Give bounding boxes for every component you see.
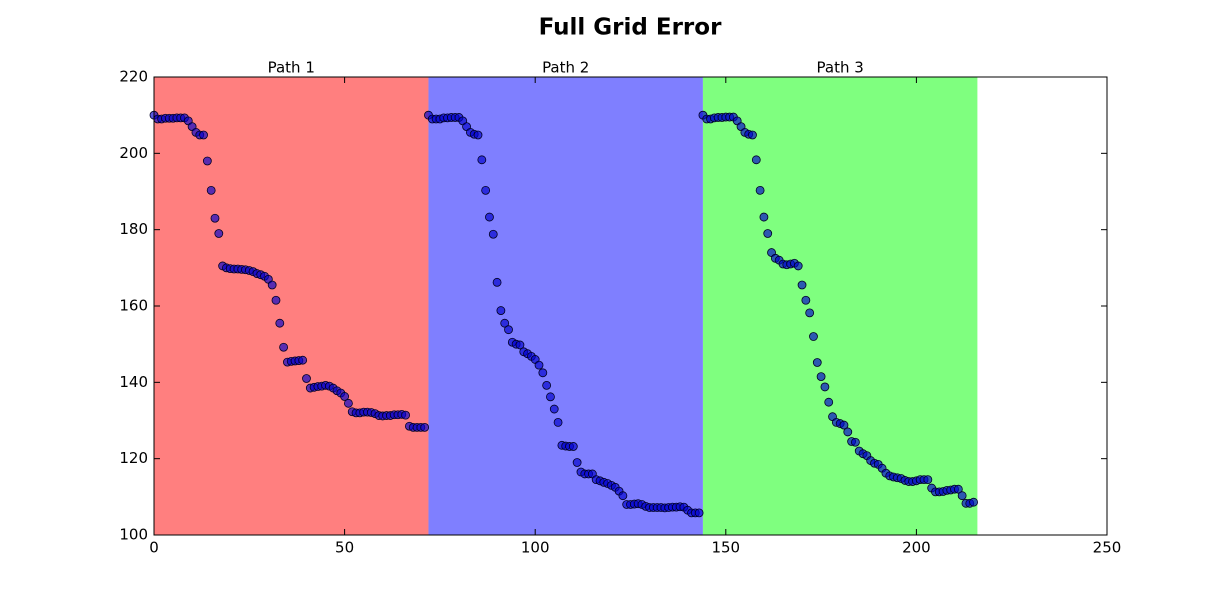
region-label: Path 3: [817, 59, 864, 77]
point: [923, 475, 933, 485]
point: [748, 130, 757, 140]
point: [805, 308, 815, 318]
region: [154, 77, 429, 535]
point: [206, 185, 216, 195]
point: [751, 155, 761, 165]
point: [199, 130, 208, 140]
y-tick-label: 200: [119, 144, 148, 162]
point: [210, 213, 220, 223]
point: [275, 318, 285, 328]
point: [568, 442, 578, 451]
point: [839, 420, 849, 430]
point: [271, 295, 281, 305]
point: [812, 358, 822, 367]
point: [824, 397, 834, 407]
point: [969, 497, 978, 507]
point: [267, 280, 277, 290]
point: [496, 306, 506, 315]
point: [759, 212, 769, 222]
point: [488, 229, 498, 239]
point: [546, 392, 555, 402]
x-tick-label: 50: [335, 539, 354, 557]
point: [694, 508, 704, 518]
point: [298, 355, 308, 365]
region: [428, 77, 703, 535]
x-tick-label: 100: [521, 539, 550, 557]
point: [538, 368, 548, 378]
region: [702, 77, 978, 535]
point: [801, 295, 811, 305]
x-tick-label: 250: [1093, 539, 1122, 557]
x-tick-label: 200: [902, 539, 931, 557]
point: [214, 229, 224, 238]
point: [492, 277, 502, 287]
point: [809, 332, 818, 341]
point: [549, 404, 559, 414]
y-tick-label: 160: [119, 297, 148, 315]
point: [279, 342, 289, 352]
point: [401, 410, 410, 420]
point: [481, 185, 491, 195]
point: [820, 382, 830, 392]
point: [340, 392, 350, 401]
point: [763, 229, 773, 238]
x-tick-label: 0: [149, 539, 159, 557]
y-tick-label: 100: [119, 526, 148, 544]
point: [755, 185, 765, 195]
point: [302, 374, 311, 383]
point: [793, 261, 803, 271]
point: [553, 418, 563, 427]
point: [344, 398, 353, 408]
point: [420, 422, 430, 432]
point: [485, 212, 494, 222]
point: [534, 360, 544, 370]
point: [843, 427, 853, 437]
y-tick-label: 180: [119, 220, 148, 238]
point: [797, 280, 807, 290]
y-tick-label: 220: [119, 68, 148, 86]
region-label: Path 1: [268, 59, 315, 77]
point: [473, 130, 483, 140]
point: [816, 372, 826, 382]
point: [202, 156, 212, 166]
y-tick-label: 120: [119, 449, 148, 467]
x-tick-label: 150: [711, 539, 740, 557]
point: [542, 380, 552, 390]
point: [953, 484, 963, 494]
y-tick-label: 140: [119, 373, 148, 391]
point: [500, 318, 510, 328]
point: [515, 340, 525, 350]
chart-title: Full Grid Error: [539, 15, 722, 41]
region-label: Path 2: [542, 59, 589, 77]
point: [572, 458, 582, 467]
point: [851, 437, 860, 447]
point: [504, 325, 513, 335]
point: [957, 491, 967, 501]
point: [477, 155, 487, 165]
point: [618, 491, 628, 501]
